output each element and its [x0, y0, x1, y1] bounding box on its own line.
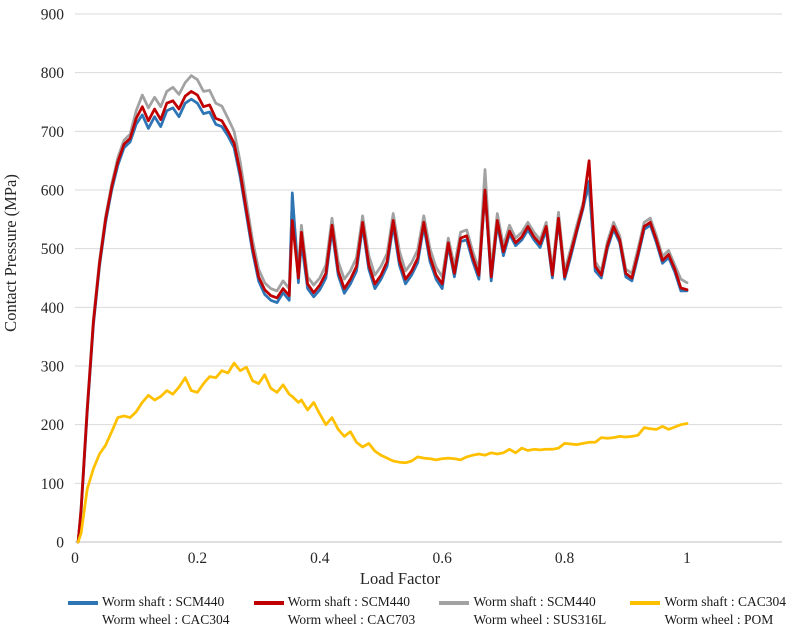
- x-axis-title: Load Factor: [360, 569, 441, 588]
- x-tick-label: 0.8: [555, 550, 575, 567]
- series-line-0: [76, 97, 689, 544]
- y-tick-label: 300: [41, 359, 65, 376]
- y-tick-label: 0: [56, 535, 64, 552]
- legend-item-cac304: Worm shaft : SCM440 Worm wheel : CAC304: [68, 593, 230, 629]
- legend-line2: Worm wheel : CAC304: [102, 611, 230, 627]
- y-tick-label: 700: [41, 124, 65, 141]
- legend-swatch-red: [253, 601, 284, 605]
- series-layer: [76, 74, 689, 544]
- series-line-3: [76, 361, 689, 544]
- y-tick-label: 500: [41, 241, 65, 258]
- tick-layer: 0 100 200 300 400 500 600 700 800 900 0 0.2 0.4 0.6 0.…: [41, 7, 691, 568]
- series-line-2: [76, 74, 689, 544]
- legend-line1: Worm shaft : CAC304: [664, 594, 786, 609]
- legend-label: Worm shaft : SCM440 Worm wheel : SUS316L: [473, 593, 606, 629]
- y-tick-label: 400: [41, 300, 65, 317]
- y-tick-label: 100: [41, 476, 65, 493]
- y-tick-label: 600: [41, 183, 65, 200]
- legend-line1: Worm shaft : SCM440: [473, 594, 596, 609]
- y-axis-title: Contact Pressure (MPa): [1, 174, 20, 332]
- x-tick-label: 0: [71, 550, 79, 567]
- y-tick-label: 800: [41, 65, 65, 82]
- legend-line1: Worm shaft : SCM440: [102, 594, 225, 609]
- x-tick-label: 1: [683, 550, 691, 567]
- legend-label: Worm shaft : CAC304 Worm wheel : POM: [664, 593, 786, 629]
- legend-label: Worm shaft : SCM440 Worm wheel : CAC304: [102, 593, 230, 629]
- y-tick-label: 200: [41, 417, 65, 434]
- legend-swatch-gray: [439, 601, 470, 605]
- x-tick-label: 0.2: [188, 550, 207, 567]
- legend-line1: Worm shaft : SCM440: [287, 594, 411, 609]
- legend: Worm shaft : SCM440 Worm wheel : CAC304 …: [68, 593, 786, 629]
- x-tick-label: 0.6: [433, 550, 453, 567]
- legend-item-cac703: Worm shaft : SCM440 Worm wheel : CAC703: [253, 593, 416, 629]
- y-tick-label: 900: [41, 7, 65, 24]
- series-line-1: [76, 90, 689, 544]
- legend-swatch-blue: [68, 601, 98, 605]
- legend-swatch-yellow: [630, 601, 661, 605]
- legend-item-sus316l: Worm shaft : SCM440 Worm wheel : SUS316L: [439, 593, 606, 629]
- x-tick-label: 0.4: [310, 550, 330, 567]
- legend-line2: Worm wheel : SUS316L: [473, 611, 607, 627]
- legend-label: Worm shaft : SCM440 Worm wheel : CAC703: [288, 593, 416, 629]
- legend-item-pom: Worm shaft : CAC304 Worm wheel : POM: [630, 593, 786, 629]
- legend-line2: Worm wheel : POM: [664, 611, 774, 627]
- legend-line2: Worm wheel : CAC703: [287, 611, 416, 627]
